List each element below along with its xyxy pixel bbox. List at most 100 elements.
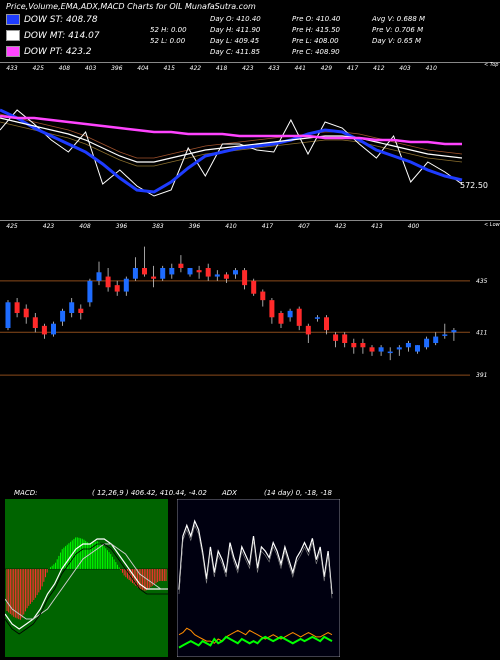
macd-shadow-line: [5, 543, 168, 635]
ema-series-dow-pt: [0, 114, 462, 146]
candle-body: [69, 302, 75, 313]
ema-price-line: [0, 109, 463, 197]
ema-date-label: 415: [163, 65, 175, 72]
price-level-label: 391: [476, 372, 487, 379]
ema-date-label: 412: [373, 65, 385, 72]
ema-date-label: 441: [294, 65, 305, 72]
candle-body: [151, 276, 157, 279]
stats-col-52w: 52 H: 0.00 52 L: 0.00: [150, 26, 187, 45]
adx-line-shadow: [178, 524, 333, 599]
macd-params: ( 12,26,9 ) 406.42, 410.44, -4.02: [92, 489, 207, 497]
price-date-label: 396: [116, 223, 128, 230]
adx-label: ADX: [222, 489, 237, 497]
candle-body: [451, 330, 457, 333]
candle-body: [287, 310, 293, 318]
stats-col-day: Day O: 410.40 Day H: 411.90 Day L: 409.45 D…: [210, 15, 261, 56]
candle-body: [351, 343, 357, 348]
price-chart: 425 423 408 396 383 396 410 417 407 423 413 400 < Lo…: [0, 222, 500, 379]
price-level-label: 435: [476, 278, 488, 285]
candle-body: [132, 268, 138, 279]
price-date-label: 413: [371, 223, 383, 230]
macd-chart: [5, 499, 168, 657]
price-date-label: 396: [189, 223, 201, 230]
ema-date-label: 410: [425, 65, 437, 72]
ema-date-label: 425: [32, 65, 44, 72]
ema-value-label: 572.50: [460, 181, 488, 190]
candle-body: [169, 268, 175, 275]
ema-date-label: 403: [399, 65, 411, 72]
candle-body: [5, 302, 11, 328]
macd-label: MACD:: [14, 489, 38, 497]
separator-top: [0, 62, 500, 63]
candle-body: [442, 334, 448, 336]
legend-swatch-pt: [6, 46, 20, 57]
price-axis-label: < Low: [484, 222, 500, 228]
candle-body: [405, 343, 411, 348]
candle-body: [105, 276, 111, 288]
candle-body: [233, 270, 238, 275]
chart-title: Price,Volume,EMA,ADX,MACD Charts for OIL…: [6, 2, 256, 11]
price-date-label: 425: [6, 223, 18, 230]
macd-background: [5, 499, 168, 657]
candle-body: [433, 336, 439, 343]
candle-body: [269, 300, 275, 318]
legend-dow-st: DOW ST: 408.78: [6, 14, 98, 25]
candle-body: [223, 274, 229, 279]
candle-body: [251, 280, 257, 294]
candle-body: [396, 347, 402, 350]
ema-date-label: 418: [216, 65, 228, 72]
candle-body: [278, 313, 284, 324]
price-date-label: 383: [152, 223, 164, 230]
candle-body: [187, 268, 193, 275]
candle-body: [342, 334, 348, 343]
candle-body: [387, 351, 393, 354]
candle-body: [205, 268, 211, 277]
separator-mid: [0, 220, 500, 221]
adx-line: [178, 519, 333, 595]
candle-body: [23, 308, 29, 318]
candle-body: [333, 334, 339, 341]
candle-body: [324, 317, 329, 331]
adx-di-minus-line: [178, 627, 333, 644]
adx-di-plus-line: [178, 635, 333, 649]
price-date-label: 400: [408, 223, 420, 230]
adx-background: [177, 499, 340, 657]
price-date-label: 408: [79, 223, 91, 230]
candle-body: [14, 302, 20, 313]
candle-body: [123, 278, 129, 292]
macd-signal-line: [5, 543, 168, 620]
ema-date-label: 417: [347, 65, 359, 72]
ema-series-dow-st: [0, 108, 463, 194]
ema-series-dow-mt: [0, 117, 463, 163]
candle-body: [260, 291, 266, 301]
candle-body: [78, 308, 84, 313]
macd-line: [5, 538, 168, 630]
price-date-label: 417: [262, 223, 274, 230]
adx-chart: [177, 499, 340, 657]
candle-body: [415, 345, 420, 352]
price-date-label: 407: [298, 223, 310, 230]
candle-body: [305, 325, 311, 335]
price-date-label: 423: [335, 223, 347, 230]
candle-body: [87, 280, 93, 303]
candle-body: [60, 310, 66, 322]
ema-date-label: 403: [85, 65, 97, 72]
candle-body: [96, 272, 102, 281]
candle-body: [32, 317, 38, 328]
candle-body: [314, 317, 320, 319]
ema-date-label: 404: [137, 65, 149, 72]
adx-params: (14 day) 0, -18, -18: [264, 489, 332, 497]
ema-date-label: 433: [268, 65, 280, 72]
ema-date-label: 396: [111, 65, 123, 72]
candle-body: [196, 270, 202, 273]
ema-date-label: 408: [59, 65, 71, 72]
stats-col-volume: Avg V: 0.688 M Pre V: 0.706 M Day V: 0.65 …: [372, 15, 426, 45]
ema-chart: 433 425 408 403 396 404 415 422 418 423 433 441 429 4…: [0, 62, 498, 197]
ema-date-label: 429: [321, 65, 333, 72]
candle-body: [142, 268, 147, 275]
candle-body: [360, 343, 366, 348]
price-date-label: 423: [43, 223, 55, 230]
candle-body: [178, 263, 184, 268]
candle-body: [51, 323, 56, 335]
legend-dow-mt: DOW MT: 414.07: [6, 30, 100, 41]
